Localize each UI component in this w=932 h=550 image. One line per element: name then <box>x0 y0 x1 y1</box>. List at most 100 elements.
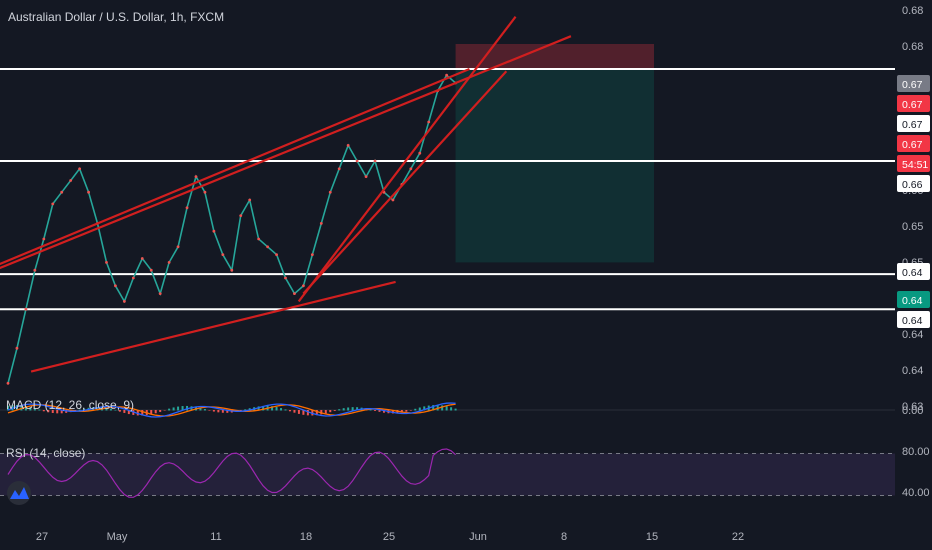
price-badge-label-5: 0.66 <box>902 179 923 191</box>
stop-zone <box>455 44 654 69</box>
time-tick-8: 22 <box>732 531 744 543</box>
price-badge-label-0: 0.67 <box>902 79 923 91</box>
price-point-30 <box>275 253 278 256</box>
macd-hist-72 <box>329 410 332 413</box>
rsi-band <box>0 453 895 496</box>
target-zone <box>455 68 654 263</box>
macd-hist-86 <box>391 410 394 414</box>
macd-hist-26 <box>123 410 126 413</box>
price-point-23 <box>212 229 216 233</box>
price-point-5 <box>51 202 55 206</box>
trendline-5 <box>302 70 508 295</box>
time-tick-5: Jun <box>469 531 487 543</box>
macd-hist-91 <box>414 408 417 411</box>
macd-hist-44 <box>203 408 206 411</box>
macd-hist-43 <box>199 407 202 411</box>
price-tick-5: 0.65 <box>902 221 923 233</box>
price-point-47 <box>427 120 431 124</box>
time-tick-0: 27 <box>36 531 48 543</box>
macd-hist-48 <box>221 410 224 413</box>
macd-hist-41 <box>190 406 193 411</box>
macd-hist-88 <box>400 410 403 413</box>
time-tick-3: 18 <box>300 531 312 543</box>
macd-hist-69 <box>315 410 318 416</box>
macd-hist-70 <box>320 410 323 415</box>
macd-hist-59 <box>271 406 274 411</box>
trendline-4 <box>297 16 517 303</box>
macd-hist-67 <box>306 410 309 416</box>
macd-hist-63 <box>288 410 291 412</box>
price-badge-bg-3 <box>897 135 930 152</box>
chart-title: Australian Dollar / U.S. Dollar, 1h, FXC… <box>8 10 224 24</box>
macd-hist-100 <box>454 408 457 411</box>
price-point-14 <box>131 276 135 280</box>
price-badge-label-7: 0.64 <box>902 295 923 307</box>
price-point-49 <box>445 73 449 77</box>
macd-hist-82 <box>374 410 377 411</box>
price-point-7 <box>69 179 73 182</box>
price-badges: 0.67 0.67 0.67 0.67 54:51 0.66 0.64 0.64 0.64 <box>897 75 930 328</box>
price-point-35 <box>319 222 323 225</box>
macd-hist-60 <box>275 406 278 411</box>
position-layer <box>455 44 654 263</box>
time-tick-1: May <box>107 531 128 543</box>
macd-hist-62 <box>284 409 287 411</box>
macd-hist-49 <box>226 410 229 413</box>
macd-hist-98 <box>445 406 448 411</box>
tradingview-icon[interactable] <box>7 481 31 505</box>
price-point-9 <box>87 190 90 194</box>
macd-hist-20 <box>96 407 99 411</box>
price-point-40 <box>364 175 368 179</box>
time-tick-2: 11 <box>210 531 221 543</box>
macd-hist-9 <box>47 410 50 413</box>
macd-hist-93 <box>423 406 426 411</box>
macd-hist-33 <box>154 410 157 414</box>
macd-hist-37 <box>172 407 175 411</box>
price-tick-0: 0.68 <box>902 5 923 17</box>
price-point-31 <box>284 276 287 280</box>
price-point-3 <box>33 268 37 272</box>
macd-hist-6 <box>33 408 36 411</box>
price-point-25 <box>230 268 234 272</box>
price-badge-label-3: 0.67 <box>902 139 923 151</box>
price-point-15 <box>140 257 144 260</box>
price-tick-8: 0.64 <box>902 329 923 341</box>
rsi-layer <box>0 448 895 498</box>
price-badge-bg-8 <box>897 311 930 328</box>
macd-hist-10 <box>51 410 54 414</box>
rsi-line <box>7 448 456 498</box>
macd-hist-17 <box>83 408 86 411</box>
macd-hist-30 <box>141 410 144 416</box>
macd-hist-99 <box>450 407 453 411</box>
macd-hist-66 <box>302 410 305 415</box>
macd-hist-38 <box>177 406 180 411</box>
price-point-4 <box>42 237 46 241</box>
macd-hist-65 <box>297 410 300 414</box>
price-badge-3: 0.67 <box>897 135 930 152</box>
macd-hist-74 <box>338 409 341 411</box>
price-badge-bg-2 <box>897 115 930 132</box>
price-badge-bg-4 <box>897 155 930 172</box>
macd-hist-84 <box>382 410 385 413</box>
price-point-21 <box>194 175 198 179</box>
price-point-24 <box>221 253 225 256</box>
macd-hist-97 <box>441 405 444 411</box>
price-badge-7: 0.64 <box>897 291 930 308</box>
macd-hist-36 <box>168 408 171 411</box>
macd-signal-line <box>7 403 456 417</box>
macd-hist-83 <box>378 410 381 412</box>
price-point-1 <box>15 346 19 350</box>
price-point-8 <box>78 167 82 171</box>
price-tick-9: 0.64 <box>902 365 923 377</box>
macd-label: MACD (12, 26, close, 9) <box>6 398 134 412</box>
trendline-2 <box>0 35 572 270</box>
macd-hist-29 <box>136 410 139 416</box>
price-badge-label-6: 0.64 <box>902 267 923 279</box>
macd-hist-76 <box>347 407 350 411</box>
price-badge-label-8: 0.64 <box>902 315 923 327</box>
macd-hist-0 <box>7 405 9 411</box>
macd-hist-23 <box>109 408 112 411</box>
price-point-17 <box>158 292 162 295</box>
price-badge-5: 0.66 <box>897 175 930 192</box>
